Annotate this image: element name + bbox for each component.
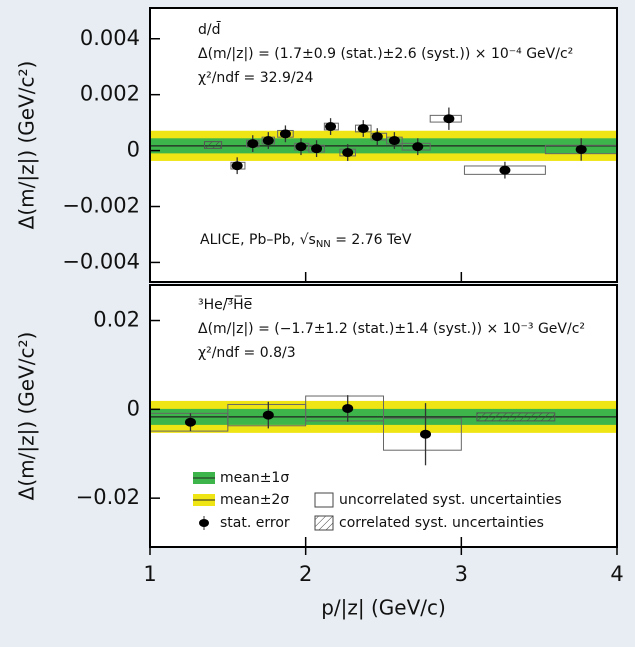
legend-label: correlated syst. uncertainties (339, 515, 544, 531)
correlated-syst-box (476, 412, 556, 422)
y-tick-label: −0.004 (62, 249, 140, 273)
annotation: χ²/ndf = 32.9/24 (198, 70, 314, 86)
annotation: Δ(m/|z|) = (−1.7±1.2 (stat.)±1.4 (syst.)… (198, 321, 585, 337)
data-point (295, 142, 307, 152)
syst-box (383, 417, 462, 451)
system-subscript: NN (316, 239, 331, 250)
data-point (184, 417, 196, 427)
annotation: Δ(m/|z|) = (1.7±0.9 (stat.)±2.6 (syst.))… (198, 46, 573, 62)
data-point (311, 144, 323, 154)
y-tick-label: 0.02 (93, 308, 140, 332)
y-tick-label: 0.004 (80, 26, 140, 50)
data-point (262, 410, 274, 420)
y-tick-label: −0.02 (76, 485, 140, 509)
legend-box (314, 492, 334, 508)
data-point (388, 136, 400, 146)
y-tick-label: 0 (127, 138, 140, 162)
panel-frame (149, 284, 618, 548)
y-axis-label: Δ(m/|z|) (GeV/c²) (15, 332, 39, 501)
annotation: ³He/³̅H̅e̅ (198, 295, 253, 313)
x-axis-label: p/|z| (GeV/c) (321, 596, 446, 620)
data-point (499, 165, 511, 175)
legend-label: mean±2σ (220, 492, 289, 508)
data-point (371, 132, 383, 142)
data-point (342, 403, 354, 413)
correlated-syst-box (203, 141, 223, 149)
x-tick-label: 4 (610, 562, 623, 586)
data-point (575, 144, 587, 154)
y-axis-label: Δ(m/|z|) (GeV/c²) (15, 61, 39, 230)
data-point (420, 429, 432, 439)
syst-box (305, 395, 384, 422)
system-text: = 2.76 TeV (331, 232, 412, 248)
system-text: ALICE, Pb–Pb, √s (200, 232, 316, 248)
data-point (262, 136, 274, 146)
legend-point (199, 519, 209, 527)
y-tick-label: −0.002 (62, 194, 140, 218)
data-point (231, 161, 243, 171)
data-point (443, 114, 455, 124)
y-tick-label: 0 (127, 396, 140, 420)
system-label: ALICE, Pb–Pb, √sNN = 2.76 TeV (200, 232, 412, 250)
data-point (279, 129, 291, 139)
x-tick-label: 3 (455, 562, 468, 586)
legend-label: uncorrelated syst. uncertainties (339, 492, 562, 508)
data-point (247, 139, 259, 149)
annotation: d/d̄ (198, 20, 221, 38)
legend-label: stat. error (220, 515, 290, 531)
data-point (342, 148, 354, 158)
x-tick-label: 2 (299, 562, 312, 586)
data-point (357, 124, 369, 134)
y-tick-label: 0.002 (80, 82, 140, 106)
x-tick-label: 1 (143, 562, 156, 586)
legend-hatched-box (314, 515, 334, 531)
annotation: χ²/ndf = 0.8/3 (198, 345, 296, 361)
data-point (325, 122, 337, 132)
data-point (412, 142, 424, 152)
legend-label: mean±1σ (220, 470, 289, 486)
panel-frame (149, 7, 618, 283)
